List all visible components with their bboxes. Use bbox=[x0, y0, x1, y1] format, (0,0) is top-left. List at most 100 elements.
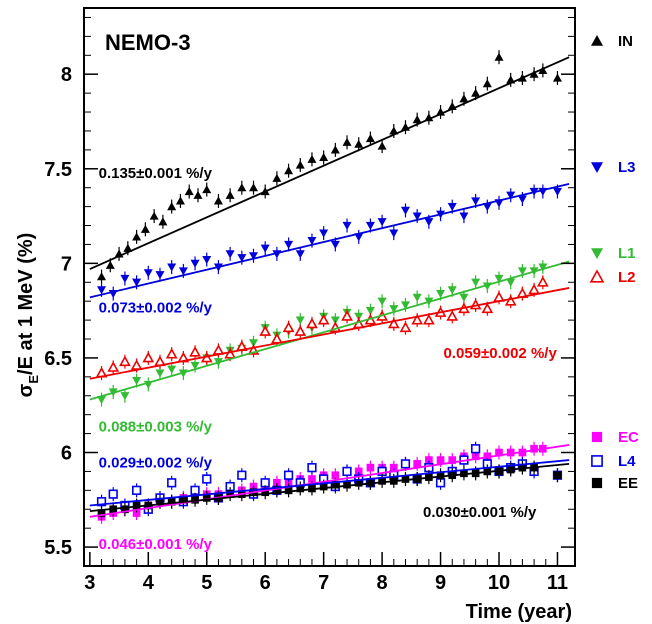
data-point-in bbox=[249, 183, 259, 192]
data-point-l3 bbox=[155, 271, 165, 280]
data-point-l1 bbox=[295, 316, 305, 325]
legend-marker-l4 bbox=[591, 455, 603, 467]
data-point-l4 bbox=[167, 478, 177, 488]
data-point-l1 bbox=[120, 392, 130, 401]
data-point-in bbox=[342, 137, 352, 146]
data-point-ee bbox=[319, 482, 328, 491]
data-point-ee bbox=[202, 494, 211, 502]
legend-item-l2: L2 bbox=[589, 269, 636, 286]
data-point-in bbox=[123, 243, 133, 252]
x-tick-label: 8 bbox=[377, 572, 388, 594]
data-point-ee bbox=[553, 471, 562, 480]
fit-line-l2 bbox=[89, 287, 570, 380]
data-point-l3 bbox=[225, 250, 235, 259]
series-l1 bbox=[97, 260, 548, 407]
x-tick-label: 11 bbox=[547, 572, 568, 594]
data-point-in bbox=[202, 185, 212, 194]
chart-marks bbox=[95, 50, 563, 524]
x-tick-label: 3 bbox=[84, 572, 95, 594]
data-point-l1 bbox=[538, 263, 548, 272]
x-tick-label: 7 bbox=[318, 572, 329, 594]
data-point-l2 bbox=[224, 348, 236, 359]
data-point-ec bbox=[413, 460, 422, 468]
data-point-l3 bbox=[377, 218, 387, 227]
data-point-l2 bbox=[504, 295, 517, 306]
fit-line-l4 bbox=[89, 459, 570, 507]
data-point-in bbox=[184, 186, 194, 196]
data-point-ee bbox=[156, 497, 164, 506]
data-point-ee bbox=[331, 480, 340, 489]
data-point-ee bbox=[436, 471, 445, 480]
data-point-in bbox=[149, 211, 159, 220]
data-point-l3 bbox=[307, 237, 317, 246]
data-point-ee bbox=[261, 488, 270, 497]
data-point-in bbox=[237, 183, 247, 192]
data-point-l2 bbox=[399, 321, 412, 333]
data-point-l1 bbox=[330, 316, 340, 325]
data-point-ee bbox=[284, 486, 293, 495]
data-point-l3 bbox=[284, 240, 294, 249]
data-point-in bbox=[307, 154, 317, 163]
data-point-l2 bbox=[317, 313, 330, 325]
plot-frame bbox=[83, 7, 576, 567]
x-tick-label: 4 bbox=[143, 572, 155, 594]
data-point-l2 bbox=[411, 313, 424, 325]
legend: IN L3 L1 L2 EC L4 EE bbox=[589, 33, 639, 492]
data-point-ec bbox=[436, 456, 445, 464]
data-point-l2 bbox=[212, 344, 225, 355]
legend-marker-in bbox=[591, 35, 603, 46]
data-point-l2 bbox=[259, 325, 272, 336]
data-point-ec bbox=[448, 456, 457, 464]
fit-lines bbox=[89, 56, 570, 518]
data-point-l2 bbox=[387, 317, 400, 329]
data-point-l1 bbox=[389, 305, 399, 314]
data-point-ec bbox=[284, 478, 293, 487]
legend-item-ee: EE bbox=[591, 475, 638, 492]
data-point-l1 bbox=[365, 307, 375, 316]
data-point-l1 bbox=[249, 339, 259, 348]
data-point-l1 bbox=[517, 267, 527, 276]
data-point-l2 bbox=[119, 355, 131, 367]
legend-label-ee: EE bbox=[618, 475, 638, 492]
legend-marker-l1 bbox=[591, 248, 603, 259]
y-axis-title-rest: /E at 1 MeV (%) bbox=[15, 233, 37, 375]
data-point-ee bbox=[354, 478, 363, 487]
data-point-l4 bbox=[108, 489, 118, 499]
data-point-in bbox=[295, 160, 305, 169]
data-point-in bbox=[193, 190, 203, 199]
data-point-ec bbox=[506, 448, 515, 457]
data-point-ec bbox=[495, 448, 503, 457]
data-point-in bbox=[365, 134, 375, 143]
fit-line-l3 bbox=[89, 183, 570, 299]
series-l2 bbox=[95, 275, 549, 381]
chart-title: NEMO-3 bbox=[105, 30, 191, 55]
y-axis-title-sub: E bbox=[26, 375, 41, 384]
data-point-in bbox=[97, 272, 107, 281]
data-point-l2 bbox=[282, 321, 295, 333]
data-point-l4 bbox=[400, 459, 411, 469]
data-point-in bbox=[482, 79, 492, 88]
data-point-l2 bbox=[536, 276, 549, 287]
y-tick-label: 8 bbox=[61, 64, 72, 86]
data-point-l3 bbox=[120, 274, 130, 283]
data-point-l2 bbox=[130, 359, 143, 370]
series-in bbox=[97, 50, 562, 284]
legend-item-in: IN bbox=[591, 33, 633, 50]
data-point-ec bbox=[483, 452, 492, 461]
data-point-ee bbox=[167, 497, 176, 506]
data-point-in bbox=[158, 217, 168, 226]
fit-line-l1 bbox=[89, 260, 570, 401]
data-point-l3 bbox=[354, 233, 364, 242]
slope-annotation: 0.029±0.002 %/y bbox=[99, 455, 213, 472]
data-point-in bbox=[354, 139, 364, 148]
data-point-l4 bbox=[131, 485, 142, 495]
data-point-in bbox=[377, 141, 387, 150]
slope-annotation: 0.030±0.001 %/y bbox=[423, 504, 537, 521]
slope-annotation: 0.088±0.003 %/y bbox=[99, 419, 213, 436]
data-point-l1 bbox=[494, 274, 504, 283]
x-tick-label: 5 bbox=[201, 572, 212, 594]
data-point-in bbox=[284, 166, 294, 175]
legend-item-l1: L1 bbox=[591, 245, 636, 262]
fit-line-ee bbox=[89, 462, 570, 513]
